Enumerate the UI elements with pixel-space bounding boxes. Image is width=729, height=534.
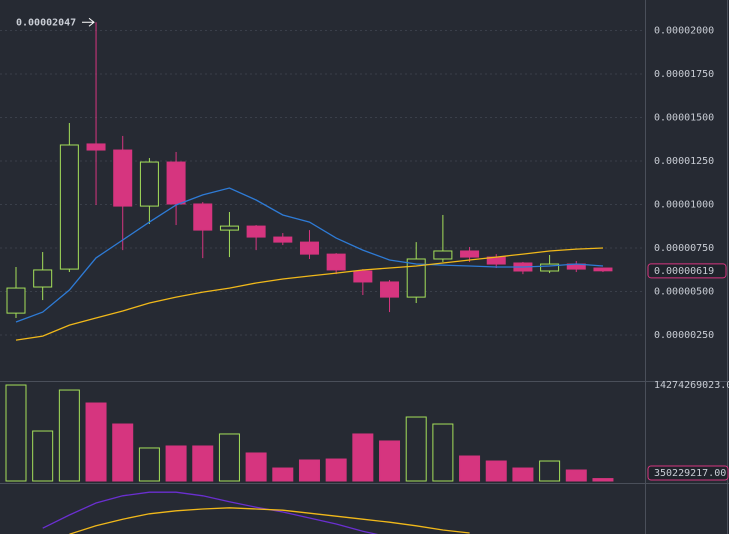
volume-bar (512, 467, 534, 482)
candle-body (219, 225, 239, 231)
volume-bar (138, 447, 160, 482)
y-tick-label: 0.00001000 (654, 200, 714, 211)
candle-body (59, 144, 79, 270)
y-tick-label: 0.00001250 (654, 156, 714, 167)
candle-body (326, 253, 346, 271)
volume-bar (32, 430, 54, 482)
moving-average-line (15, 247, 604, 341)
candle-body (193, 203, 213, 231)
volume-bar (245, 452, 267, 482)
y-tick-label: 0.00001500 (654, 112, 714, 123)
last-volume-label: 350229217.00 (654, 468, 726, 479)
volume-bar (592, 478, 614, 482)
volume-bar (485, 460, 507, 482)
volume-bar (112, 423, 134, 482)
candle-body (139, 161, 159, 207)
y-tick-label: 14274269023.00 (654, 380, 729, 391)
indicator-line (42, 491, 379, 534)
candle-body (540, 263, 560, 272)
y-tick-label: 0.00000250 (654, 330, 714, 341)
volume-bar (352, 433, 374, 482)
volume-bar (85, 402, 107, 482)
candle-body (166, 161, 186, 205)
y-tick-label: 0.00001750 (654, 69, 714, 80)
candle-body (113, 149, 133, 207)
annotation-arrow (82, 17, 95, 27)
volume-bar (379, 440, 401, 482)
moving-average-line (15, 187, 604, 323)
candle-body (353, 270, 373, 283)
candle-body (460, 250, 480, 258)
candle-body (593, 267, 613, 272)
candle-body (273, 236, 293, 243)
y-tick-label: 0.00002000 (654, 25, 714, 36)
last-volume-box (647, 465, 729, 481)
volume-bar (565, 469, 587, 482)
volume-bar (325, 458, 347, 482)
volume-bar (192, 445, 214, 482)
volume-bar (165, 445, 187, 482)
candle-body (86, 143, 106, 151)
high-annotation: 0.00002047 (16, 17, 76, 28)
candle-body (406, 258, 426, 298)
volume-bar (272, 467, 294, 482)
volume-bar (405, 416, 427, 482)
candle-body (6, 287, 26, 314)
candle-body (433, 250, 453, 260)
last-price-label: 0.00000619 (654, 266, 714, 277)
volume-bar (539, 460, 561, 482)
volume-bar (58, 389, 80, 482)
volume-bar (459, 455, 481, 482)
candle-body (380, 281, 400, 298)
candle-body (299, 241, 319, 255)
y-tick-label: 0.00000750 (654, 243, 714, 254)
volume-bar (298, 459, 320, 482)
volume-bar (5, 384, 27, 482)
y-tick-label: 0.00000500 (654, 287, 714, 298)
candle-body (246, 225, 266, 238)
volume-bar (432, 423, 454, 482)
indicator-line (69, 507, 470, 534)
volume-bar (218, 433, 240, 482)
candle-body (33, 269, 53, 288)
last-price-box (647, 263, 727, 279)
